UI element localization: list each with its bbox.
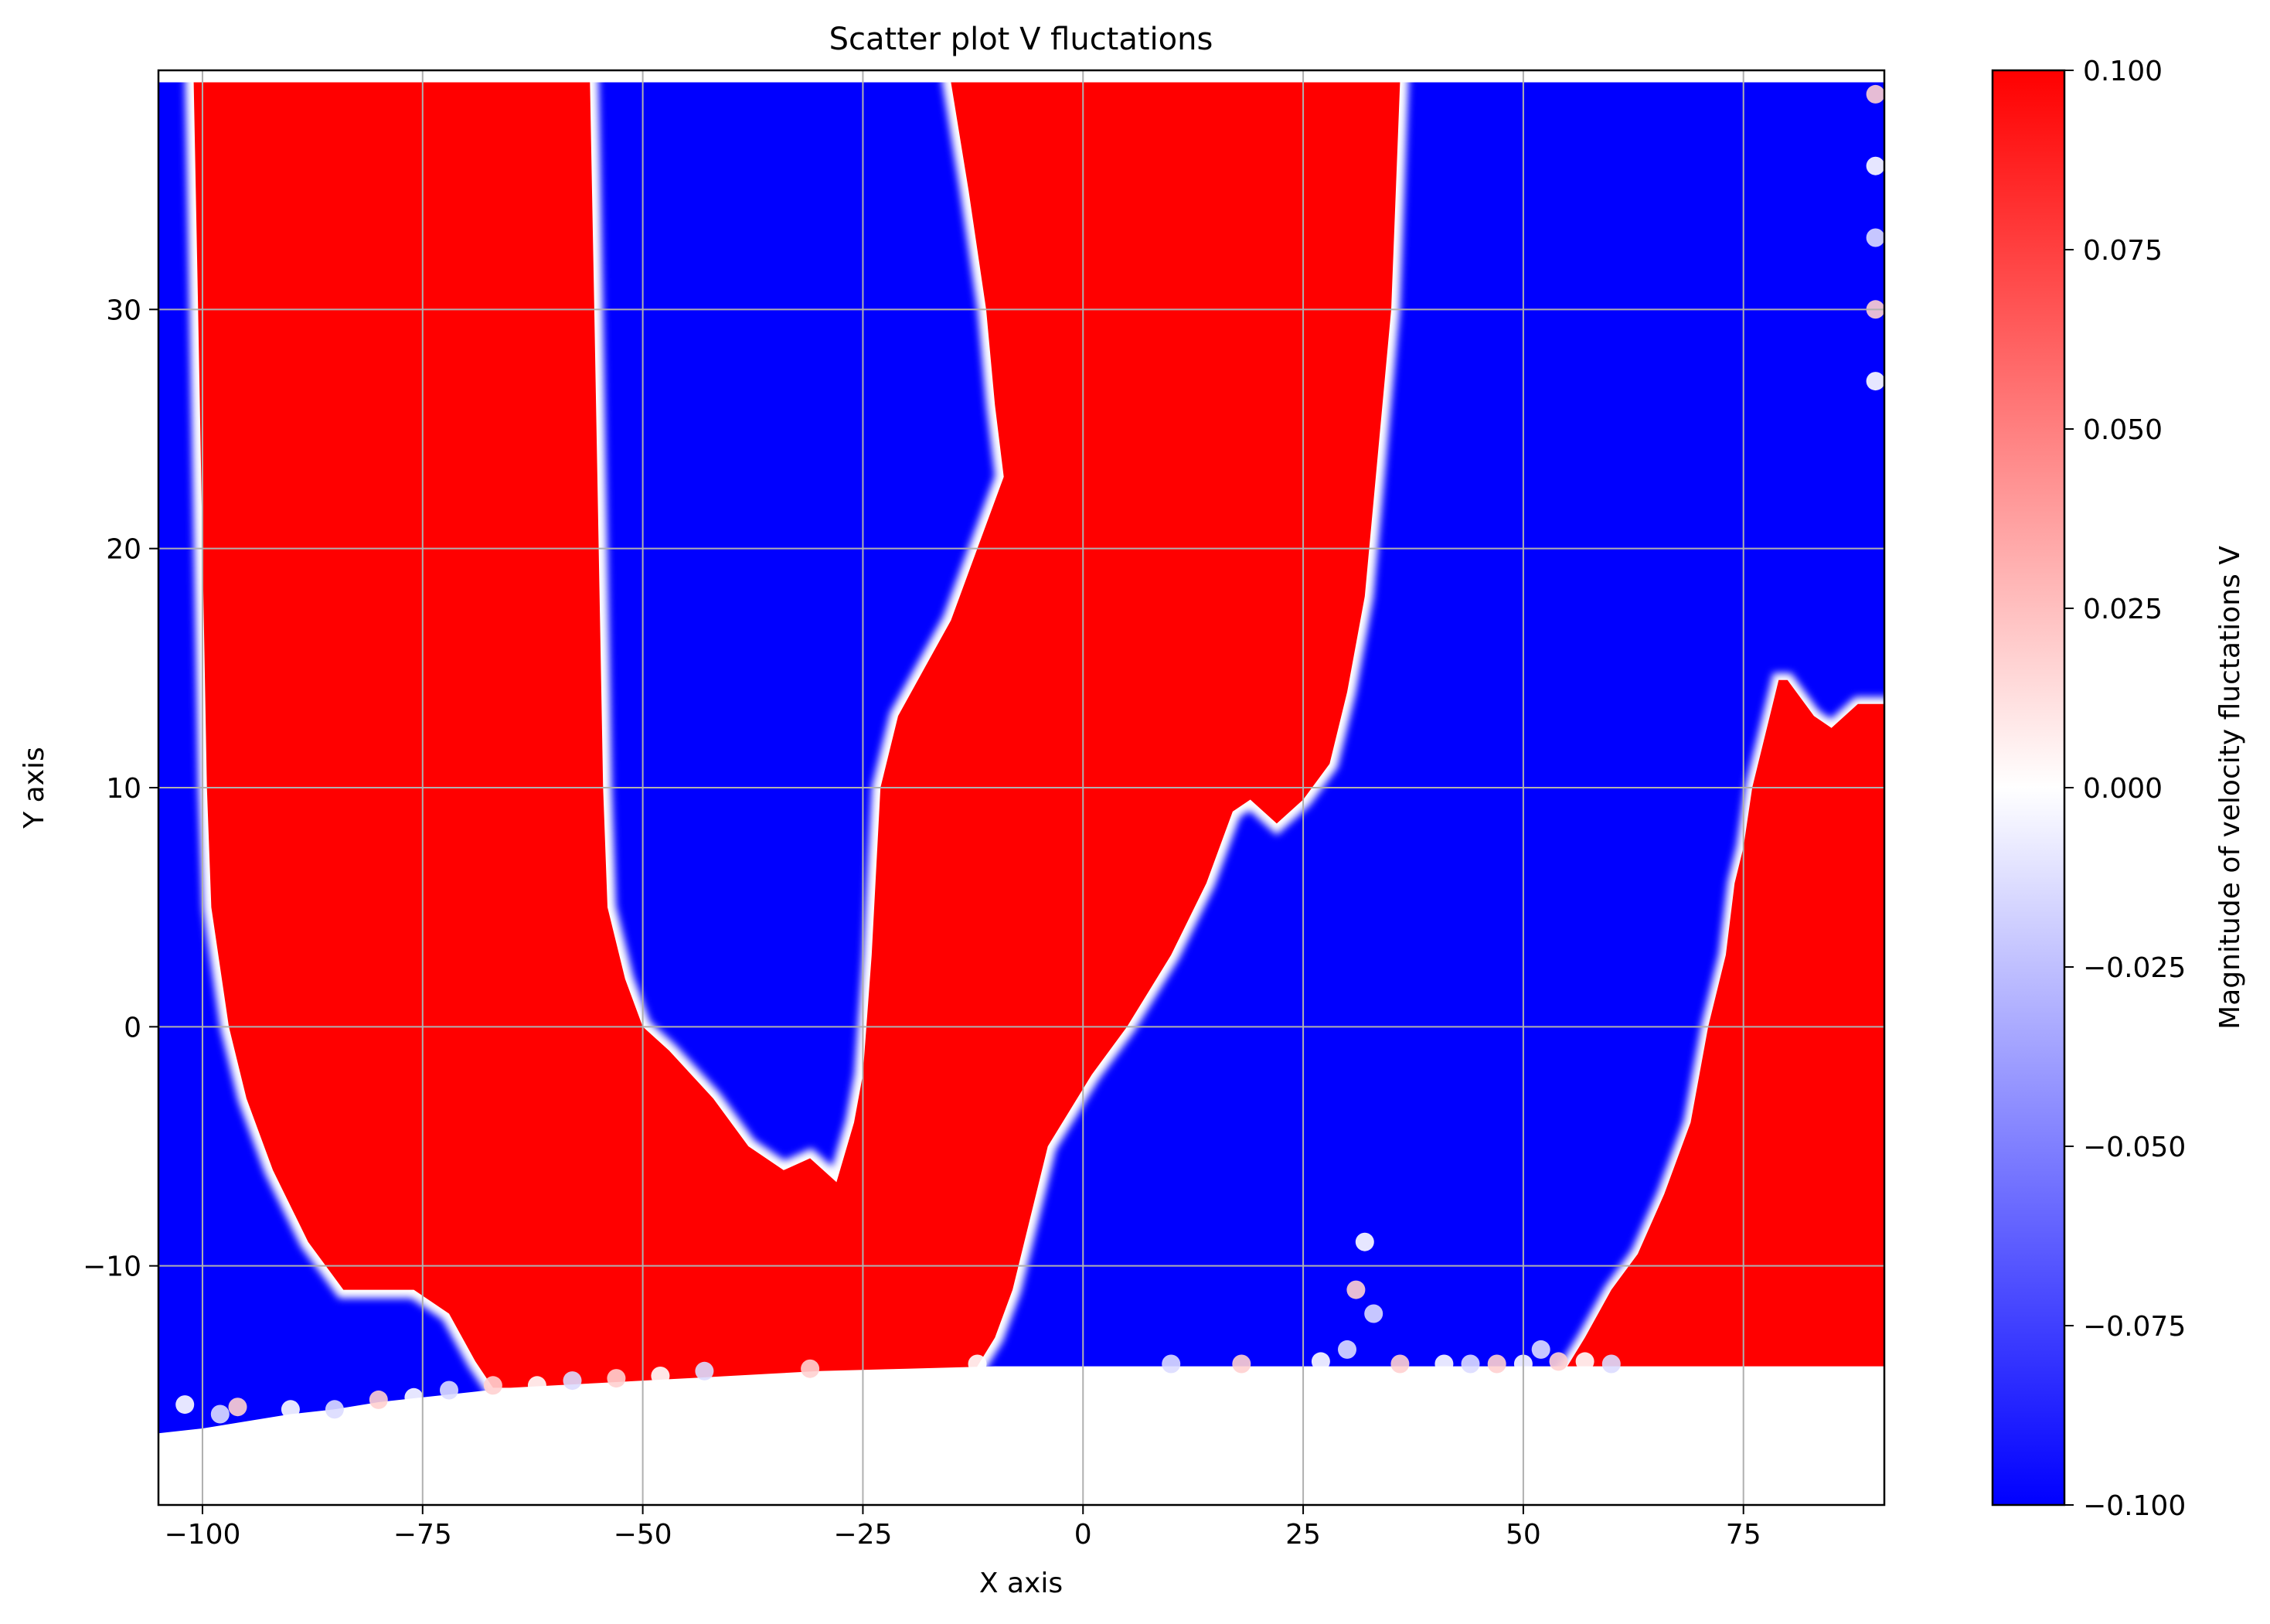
- scatter-speck: [1346, 1280, 1366, 1299]
- scatter-speck: [1866, 228, 1884, 247]
- scatter-speck: [607, 1369, 626, 1388]
- colorbar-tick-label: −0.100: [2083, 1490, 2186, 1522]
- scatter-speck: [440, 1381, 458, 1400]
- x-axis-ticks: −100 −75 −50 −25 0 25 50 75: [165, 1505, 1761, 1551]
- chart-title: Scatter plot V fluctations: [829, 22, 1213, 57]
- colorbar: [1991, 69, 2066, 1507]
- scatter-speck: [1434, 1354, 1454, 1374]
- scatter-speck: [968, 1354, 987, 1374]
- scatter-speck: [651, 1367, 670, 1385]
- scatter-speck: [228, 1398, 247, 1417]
- red-region-main: [193, 82, 1400, 1388]
- y-axis-ticks: −10 0 10 20 30: [83, 294, 158, 1283]
- scatter-speck: [1487, 1354, 1506, 1374]
- colorbar-tick-label: 0.000: [2083, 773, 2163, 805]
- scatter-speck: [1162, 1354, 1181, 1374]
- colorbar-ticks: −0.100 −0.075 −0.050 −0.025 0.000 0.025 0.050 0…: [2064, 56, 2186, 1522]
- scatter-speck: [1390, 1354, 1410, 1374]
- x-tick-label: 0: [1074, 1519, 1092, 1551]
- y-tick-label: 10: [106, 773, 141, 805]
- colorbar-tick-label: 0.025: [2083, 594, 2163, 625]
- scatter-specks: [175, 84, 1884, 1424]
- scatter-speck: [1575, 1352, 1594, 1371]
- colorbar-tick-label: 0.050: [2083, 414, 2163, 446]
- x-tick-label: −25: [833, 1519, 892, 1551]
- scatter-speck: [1531, 1340, 1550, 1359]
- colorbar-tick-label: −0.075: [2083, 1311, 2186, 1343]
- scatter-speck: [1866, 84, 1884, 104]
- scatter-speck: [210, 1404, 230, 1424]
- colorbar-tick-label: 0.075: [2083, 235, 2163, 267]
- scatter-speck: [281, 1400, 300, 1419]
- scatter-speck: [1866, 156, 1884, 175]
- scatter-speck: [483, 1376, 502, 1395]
- x-tick-label: −50: [614, 1519, 672, 1551]
- scatter-speck: [1601, 1354, 1621, 1374]
- x-tick-label: 75: [1726, 1519, 1761, 1551]
- scatter-speck: [1311, 1352, 1330, 1371]
- scatter-speck: [801, 1359, 820, 1378]
- scatter-speck: [175, 1395, 195, 1415]
- y-tick-label: 30: [106, 294, 141, 326]
- scatter-speck: [1461, 1354, 1480, 1374]
- y-tick-label: 20: [106, 534, 141, 566]
- grid-lines: [158, 70, 1884, 1505]
- colorbar-tick-label: −0.050: [2083, 1132, 2186, 1163]
- scatter-speck: [1338, 1340, 1356, 1359]
- y-axis-label: Y axis: [19, 747, 50, 829]
- red-region-right: [1567, 679, 1884, 1367]
- x-axis-label: X axis: [979, 1568, 1063, 1599]
- scatter-speck: [1364, 1304, 1383, 1323]
- y-tick-label: −10: [83, 1251, 141, 1283]
- scatter-speck: [1866, 372, 1884, 391]
- scatter-speck: [1232, 1354, 1251, 1374]
- plot-area: [158, 70, 1884, 1505]
- scatter-speck: [404, 1387, 424, 1407]
- colorbar-label: Magnitude of velocity fluctations V: [2214, 546, 2246, 1030]
- scatter-speck: [695, 1361, 714, 1381]
- x-tick-label: 25: [1285, 1519, 1321, 1551]
- scatter-speck: [369, 1390, 388, 1409]
- y-tick-label: 0: [124, 1012, 141, 1044]
- scatter-regions: [158, 73, 1884, 1434]
- scatter-speck: [563, 1371, 582, 1391]
- x-tick-label: 50: [1506, 1519, 1541, 1551]
- colorbar-tick-label: 0.100: [2083, 56, 2163, 87]
- scatter-speck: [325, 1400, 344, 1419]
- x-tick-label: −75: [393, 1519, 452, 1551]
- scatter-speck: [1549, 1352, 1568, 1371]
- colorbar-tick-label: −0.025: [2083, 952, 2186, 984]
- x-tick-label: −100: [165, 1519, 241, 1551]
- scatter-speck: [1355, 1232, 1374, 1251]
- scatter-speck: [527, 1376, 546, 1395]
